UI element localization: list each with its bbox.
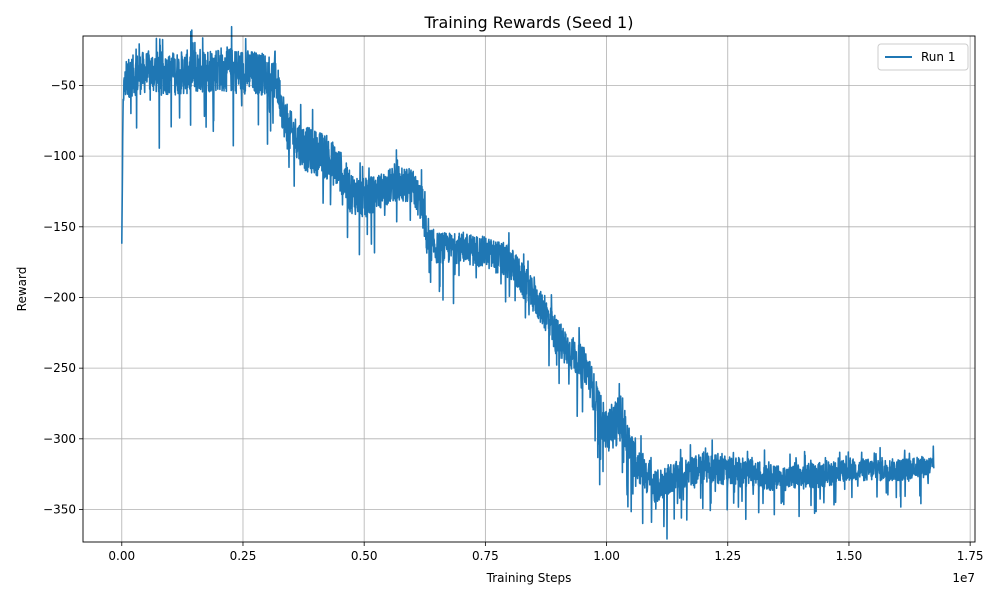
x-tick-label: 1.75 <box>957 549 984 563</box>
y-axis-label: Reward <box>15 267 29 312</box>
y-tick-label: −300 <box>43 432 76 446</box>
x-tick-label: 1.00 <box>593 549 620 563</box>
y-tick-label: −200 <box>43 290 76 304</box>
plot-frame <box>82 35 976 543</box>
x-axis-label: Training Steps <box>486 571 572 585</box>
x-tick-label: 0.25 <box>230 549 257 563</box>
y-tick-label: −150 <box>43 220 76 234</box>
series-layer <box>121 25 935 540</box>
y-axis-ticks: −350 −300 −250 −200 −150 −100 −50 <box>43 78 83 516</box>
x-tick-label: 1.25 <box>714 549 741 563</box>
x-tick-label: 1.50 <box>836 549 863 563</box>
x-axis-ticks: 0.00 0.25 0.50 0.75 1.00 1.25 1.50 1.75 <box>108 542 984 563</box>
x-tick-label: 0.00 <box>108 549 135 563</box>
legend-box <box>877 43 969 71</box>
x-tick-label: 0.50 <box>351 549 378 563</box>
y-tick-label: −50 <box>51 78 76 92</box>
legend: Run 1 <box>877 43 969 71</box>
legend-entry-run-1: Run 1 <box>921 50 955 64</box>
gridlines <box>83 36 975 542</box>
x-tick-label: 0.75 <box>472 549 499 563</box>
y-tick-label: −350 <box>43 502 76 516</box>
y-tick-label: −250 <box>43 361 76 375</box>
chart-title: Training Rewards (Seed 1) <box>424 13 634 32</box>
series-line-run-1 <box>121 25 935 540</box>
x-axis-offset-label: 1e7 <box>952 571 975 585</box>
y-tick-label: −100 <box>43 149 76 163</box>
